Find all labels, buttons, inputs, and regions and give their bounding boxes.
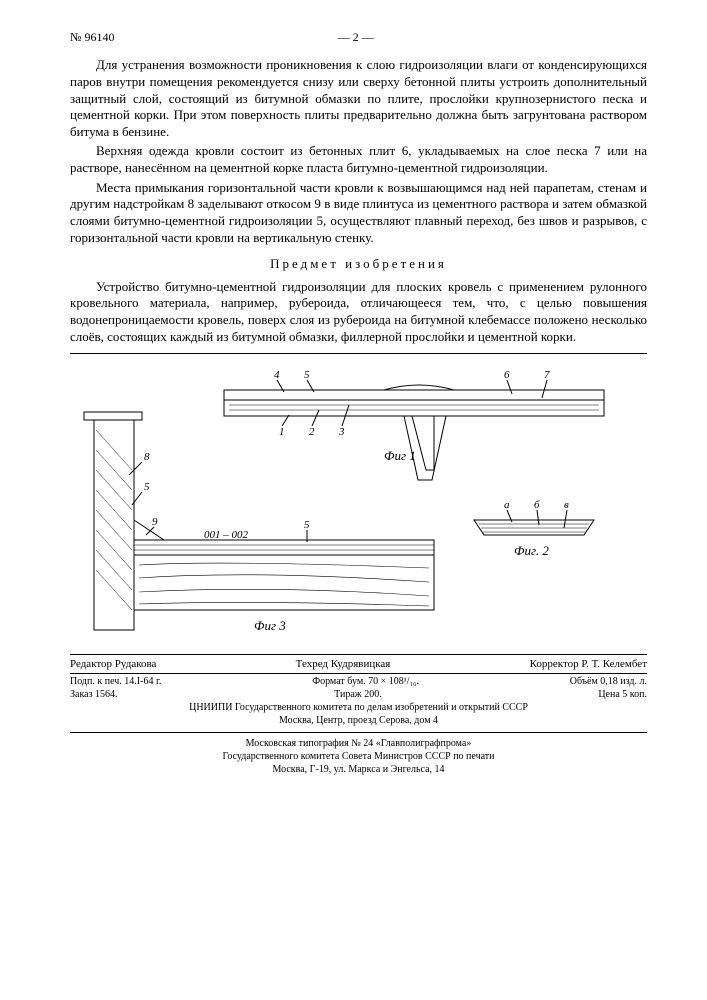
fig3-label-5b: 5 [304, 519, 310, 531]
footer-l3: Москва, Г-19, ул. Маркса и Энгельса, 14 [70, 763, 647, 776]
fig1-label-3: 3 [338, 426, 345, 438]
tech-editor: Техред Кудрявицкая [296, 657, 391, 671]
paragraph-3: Места примыкания горизонтальной части кр… [70, 180, 647, 247]
figure-area: 4 5 6 7 1 2 3 Фиг 1 [70, 353, 647, 655]
footer-l1: Московская типография № 24 «Главполиграф… [70, 737, 647, 750]
doc-number: № 96140 [70, 30, 114, 45]
pub-volume: Объём 0,18 изд. л. [570, 676, 647, 689]
claims-text-block: Устройство битумно-цементной гидроизоляц… [70, 279, 647, 346]
pub-tirazh: Тираж 200. [334, 689, 382, 702]
claims-title: Предмет изобретения [70, 256, 647, 273]
fig3-label-9: 9 [152, 516, 158, 528]
fig1-label-5: 5 [304, 369, 310, 381]
pub-org: ЦНИИПИ Государственного комитета по дела… [70, 702, 647, 715]
paragraph-2: Верхняя одежда кровли состоит из бетонны… [70, 143, 647, 176]
fig1-label-4: 4 [274, 369, 280, 381]
footer: Московская типография № 24 «Главполиграф… [70, 737, 647, 776]
fig2: а б в Фиг. 2 [474, 499, 594, 558]
fig2-label-a: а [504, 499, 510, 511]
page-header: № 96140 — 2 — [70, 30, 647, 45]
editor: Редактор Рудакова [70, 657, 156, 671]
footer-l2: Государственного комитета Совета Министр… [70, 750, 647, 763]
fig1-caption: Фиг 1 [384, 448, 416, 463]
fig1-label-1: 1 [279, 426, 285, 438]
fig3-label-5a: 5 [144, 481, 150, 493]
fig1-label-2: 2 [309, 426, 315, 438]
pub-order: Заказ 1564. [70, 689, 118, 702]
fig1: 4 5 6 7 1 2 3 Фиг 1 [224, 369, 604, 480]
fig3-label-8: 8 [144, 451, 150, 463]
figures-svg: 4 5 6 7 1 2 3 Фиг 1 [74, 360, 634, 640]
pub-price: Цена 5 коп. [598, 689, 647, 702]
body-text: Для устранения возможности проникновения… [70, 57, 647, 246]
page: № 96140 — 2 — Для устранения возможности… [0, 0, 707, 1000]
page-marker: — 2 — [338, 30, 374, 45]
credits-row: Редактор Рудакова Техред Кудрявицкая Кор… [70, 655, 647, 674]
fig1-label-7: 7 [544, 369, 550, 381]
fig3-caption: Фиг 3 [254, 618, 286, 633]
fig1-label-6: 6 [504, 369, 510, 381]
fig3-dimension: 001 – 002 [204, 529, 249, 541]
fig2-label-c: в [564, 499, 569, 511]
pub-addr: Москва, Центр, проезд Серова, дом 4 [70, 715, 647, 728]
fig2-label-b: б [534, 499, 540, 511]
fig2-caption: Фиг. 2 [514, 543, 549, 558]
pubinfo: Подп. к печ. 14.I-64 г. Формат бум. 70 ×… [70, 674, 647, 732]
header-spacer [597, 30, 647, 45]
paragraph-1: Для устранения возможности проникновения… [70, 57, 647, 140]
pub-format: Формат бум. 70 × 108¹/₁₆. [312, 676, 419, 689]
fig3: 8 5 9 5 001 – 002 Фиг 3 [84, 412, 434, 633]
corrector: Корректор Р. Т. Келембет [530, 657, 647, 671]
claims-text: Устройство битумно-цементной гидроизоляц… [70, 279, 647, 346]
pub-date: Подп. к печ. 14.I-64 г. [70, 676, 161, 689]
